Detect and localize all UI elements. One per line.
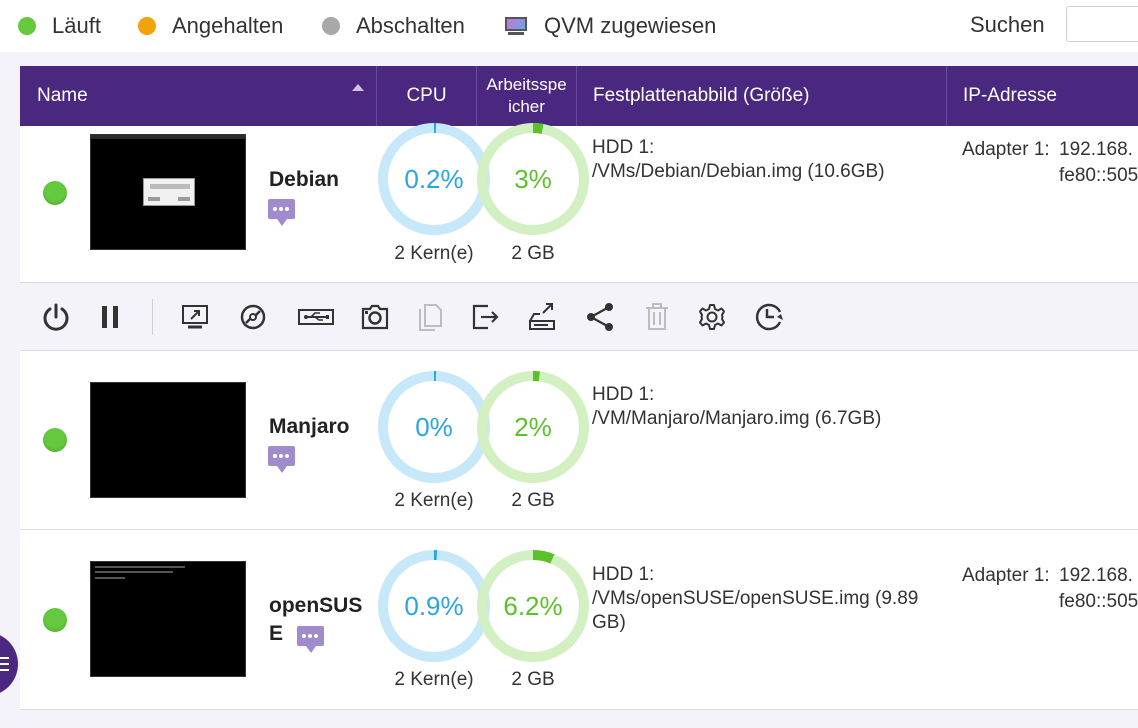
vm-thumbnail[interactable] xyxy=(90,382,246,498)
settings-icon[interactable] xyxy=(695,300,729,334)
comment-icon[interactable] xyxy=(268,199,295,226)
disk-label: HDD 1: xyxy=(592,564,655,585)
status-running-icon xyxy=(43,428,67,452)
memory-usage-value: 6.2% xyxy=(503,590,563,621)
column-header-memory-label-1: Arbeitsspe xyxy=(486,75,567,94)
vm-name-line-1[interactable]: openSUS xyxy=(269,594,363,617)
vm-name[interactable]: Manjaro xyxy=(269,415,350,438)
cpu-cores: 2 Kern(e) xyxy=(394,490,474,511)
column-header-ip-label: IP-Adresse xyxy=(963,85,1057,106)
export-icon[interactable] xyxy=(468,300,502,334)
disk-path: /VM/Manjaro/Manjaro.img (6.7GB) xyxy=(592,408,882,429)
table-row-debian[interactable]: Debian 0.2% 2 Kern(e) 3% 2 GB HDD 1: /VM… xyxy=(20,123,1138,283)
legend-running-label: Läuft xyxy=(52,13,101,38)
cpu-usage-value: 0.9% xyxy=(404,590,464,621)
toolbar-divider xyxy=(152,299,153,335)
disk-image-info: HDD 1: /VM/Manjaro/Manjaro.img (6.7GB) xyxy=(592,383,942,431)
ipv6-address: fe80::505 xyxy=(1059,591,1138,612)
ipv4-address: 192.168. xyxy=(1059,139,1133,160)
memory-usage-value: 2% xyxy=(514,411,552,442)
disk-label: HDD 1: xyxy=(592,384,655,405)
pause-icon[interactable] xyxy=(93,300,127,334)
cpu-cores: 2 Kern(e) xyxy=(394,669,474,690)
clone-icon[interactable] xyxy=(413,300,447,334)
vm-name[interactable]: Debian xyxy=(269,168,340,191)
legend-shutdown: Abschalten xyxy=(322,12,465,40)
migrate-icon[interactable] xyxy=(525,300,559,334)
disk-path: /VMs/Debian/Debian.img (10.6GB) xyxy=(592,161,885,182)
column-header-memory[interactable]: Arbeitsspe icher xyxy=(477,66,577,126)
cpu-cores: 2 Kern(e) xyxy=(394,243,474,264)
memory-gauge xyxy=(477,550,589,662)
memory-size: 2 GB xyxy=(511,243,555,264)
vm-action-toolbar xyxy=(20,283,1138,351)
memory-gauge xyxy=(477,123,589,235)
status-running-icon xyxy=(43,608,67,632)
table-row-manjaro[interactable]: Manjaro 0% 2 Kern(e) 2% 2 GB HDD 1: /VM/… xyxy=(20,351,1138,530)
running-dot-icon xyxy=(18,17,36,35)
column-header-disk[interactable]: Festplattenabbild (Größe) xyxy=(577,66,947,126)
column-header-cpu[interactable]: CPU xyxy=(377,66,477,126)
cpu-usage-value: 0% xyxy=(415,411,453,442)
cpu-usage-value: 0.2% xyxy=(404,163,464,194)
disk-image-info: HDD 1: /VMs/Debian/Debian.img (10.6GB) xyxy=(592,136,942,184)
legend-qvm-label: QVM zugewiesen xyxy=(544,13,717,38)
legend-qvm: QVM zugewiesen xyxy=(504,12,716,40)
search-input[interactable] xyxy=(1066,6,1138,42)
paused-dot-icon xyxy=(138,17,156,35)
disk-label: HDD 1: xyxy=(592,137,655,158)
table-header: Name CPU Arbeitsspe icher Festplattenabb… xyxy=(20,66,1138,126)
power-icon[interactable] xyxy=(39,300,73,334)
column-header-cpu-label: CPU xyxy=(406,85,447,106)
status-legend: Läuft Angehalten Abschalten QVM zugewies… xyxy=(0,0,1138,52)
legend-paused: Angehalten xyxy=(138,12,283,40)
side-panel-toggle[interactable] xyxy=(0,632,18,696)
schedule-icon[interactable] xyxy=(753,300,787,334)
snapshot-icon[interactable] xyxy=(358,300,392,334)
column-header-name[interactable]: Name xyxy=(20,66,377,126)
column-header-ip[interactable]: IP-Adresse xyxy=(947,66,1138,126)
console-icon[interactable] xyxy=(178,300,212,334)
memory-usage-value: 3% xyxy=(514,163,552,194)
vm-name-line-2[interactable]: E xyxy=(269,622,284,645)
cd-dvd-icon[interactable] xyxy=(236,300,270,334)
table-row-opensuse[interactable]: openSUS E 0.9% 2 Kern(e) 6.2% 2 GB HDD 1… xyxy=(20,530,1138,710)
memory-gauge xyxy=(477,371,589,483)
vm-thumbnail[interactable] xyxy=(90,561,246,677)
vm-thumbnail[interactable] xyxy=(90,134,246,250)
adapter-label: Adapter 1: xyxy=(962,139,1050,160)
column-header-memory-label-2: icher xyxy=(508,97,545,116)
legend-paused-label: Angehalten xyxy=(172,13,284,38)
delete-icon[interactable] xyxy=(640,300,674,334)
search-label: Suchen xyxy=(970,12,1045,37)
ip-address-info xyxy=(962,384,1138,444)
ipv4-address: 192.168. xyxy=(1059,565,1133,586)
legend-running: Läuft xyxy=(18,12,101,40)
share-icon[interactable] xyxy=(583,300,617,334)
adapter-label: Adapter 1: xyxy=(962,565,1050,586)
disk-image-info: HDD 1: /VMs/openSUSE/openSUSE.img (9.89 … xyxy=(592,563,942,635)
legend-shutdown-label: Abschalten xyxy=(356,13,465,38)
disk-path-line-1: /VMs/openSUSE/openSUSE.img (9.89 xyxy=(592,588,919,609)
shutdown-dot-icon xyxy=(322,17,340,35)
comment-icon[interactable] xyxy=(297,626,324,653)
monitor-icon xyxy=(504,16,528,36)
sort-ascending-icon[interactable] xyxy=(352,84,364,91)
ipv6-address: fe80::505 xyxy=(1059,165,1138,186)
disk-path-line-2: GB) xyxy=(592,612,626,633)
column-header-disk-label: Festplattenabbild (Größe) xyxy=(593,85,810,106)
ip-address-info: Adapter 1: 192.168. fe80::505 xyxy=(962,563,1138,623)
status-running-icon xyxy=(43,181,67,205)
comment-icon[interactable] xyxy=(268,446,295,473)
usb-icon[interactable] xyxy=(296,300,336,334)
ip-address-info: Adapter 1: 192.168. fe80::505 xyxy=(962,137,1138,197)
memory-size: 2 GB xyxy=(511,490,555,511)
memory-size: 2 GB xyxy=(511,669,555,690)
column-header-name-label: Name xyxy=(37,85,88,106)
